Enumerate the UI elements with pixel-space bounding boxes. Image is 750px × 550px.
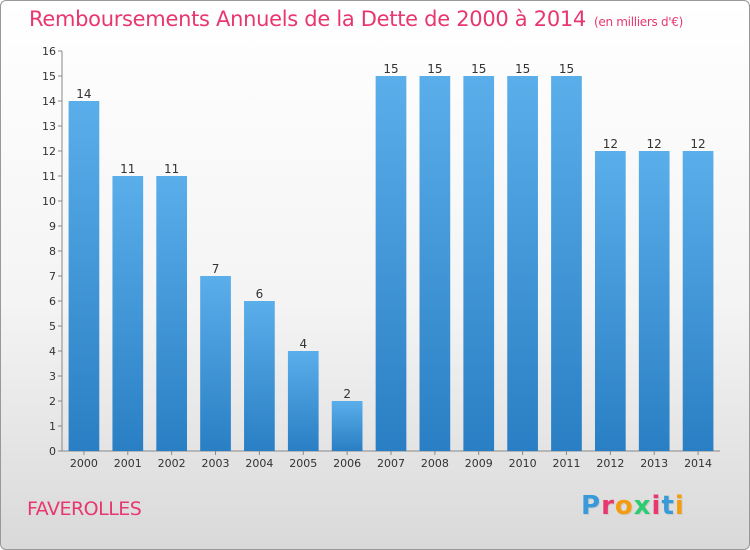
y-tick-label: 2: [49, 395, 56, 408]
y-tick-label: 1: [49, 420, 56, 433]
x-tick-label: 2011: [552, 457, 580, 470]
x-tick-label: 2007: [377, 457, 405, 470]
y-tick-label: 16: [42, 45, 56, 58]
y-tick-label: 5: [49, 320, 56, 333]
y-tick-label: 13: [42, 120, 56, 133]
y-tick-label: 11: [42, 170, 56, 183]
title-text: Remboursements Annuels de la Dette de 20…: [29, 7, 586, 31]
y-tick-label: 9: [49, 220, 56, 233]
bar-value-label: 11: [120, 162, 135, 176]
x-tick-label: 2004: [245, 457, 273, 470]
bar: [507, 76, 538, 451]
bar: [287, 351, 319, 451]
logo-letter: x: [633, 491, 652, 521]
logo-letter: i: [651, 491, 662, 521]
logo-letter: i: [674, 491, 685, 521]
logo-letter: o: [614, 491, 634, 521]
bar-value-label: 12: [603, 137, 618, 151]
logo-letter: r: [601, 491, 615, 521]
bar-value-label: 11: [164, 162, 179, 176]
x-tick-label: 2009: [465, 457, 493, 470]
x-tick-label: 2010: [509, 457, 537, 470]
logo-letter: t: [661, 491, 675, 521]
y-tick-label: 15: [42, 70, 56, 83]
bar: [463, 76, 495, 451]
y-tick-label: 0: [49, 445, 56, 458]
x-tick-label: 2003: [202, 457, 230, 470]
y-tick-label: 8: [49, 245, 56, 258]
x-tick-label: 2006: [333, 457, 361, 470]
x-tick-label: 2012: [596, 457, 624, 470]
bar: [638, 151, 670, 451]
bar: [682, 151, 714, 451]
bar: [594, 151, 626, 451]
bar: [112, 176, 144, 451]
bar: [419, 76, 451, 451]
bar-value-label: 6: [256, 287, 264, 301]
bar-value-label: 15: [559, 62, 574, 76]
bar-value-label: 12: [647, 137, 662, 151]
y-tick-label: 12: [42, 145, 56, 158]
x-tick-label: 2000: [70, 457, 98, 470]
bar-value-label: 4: [299, 337, 307, 351]
bar-value-label: 7: [212, 262, 220, 276]
y-tick-label: 7: [49, 270, 56, 283]
bar-value-label: 15: [427, 62, 442, 76]
x-tick-label: 2014: [684, 457, 712, 470]
x-tick-label: 2001: [114, 457, 142, 470]
y-tick-label: 4: [49, 345, 56, 358]
y-tick-label: 14: [42, 95, 56, 108]
bar-value-label: 12: [690, 137, 705, 151]
bar-value-label: 15: [383, 62, 398, 76]
bar: [68, 101, 100, 451]
bar: [331, 401, 363, 451]
bar-value-label: 14: [76, 87, 91, 101]
x-tick-label: 2008: [421, 457, 449, 470]
x-tick-label: 2005: [289, 457, 317, 470]
bar: [375, 76, 407, 451]
x-tick-label: 2013: [640, 457, 668, 470]
unit-label: (en milliers d'€): [594, 15, 684, 29]
bar-value-label: 15: [515, 62, 530, 76]
bar: [244, 301, 275, 451]
bar: [551, 76, 582, 451]
logo-letter: P: [581, 491, 602, 521]
y-tick-label: 6: [49, 295, 56, 308]
chart-title: Remboursements Annuels de la Dette de 20…: [29, 7, 683, 31]
commune-name: FAVEROLLES: [27, 498, 142, 520]
bar-value-label: 15: [471, 62, 486, 76]
y-tick-label: 3: [49, 370, 56, 383]
y-tick-label: 10: [42, 195, 56, 208]
bar: [156, 176, 188, 451]
proxiti-logo: Proxiti: [581, 491, 685, 521]
bar: [200, 276, 231, 451]
x-tick-label: 2002: [158, 457, 186, 470]
bar-value-label: 2: [343, 387, 351, 401]
